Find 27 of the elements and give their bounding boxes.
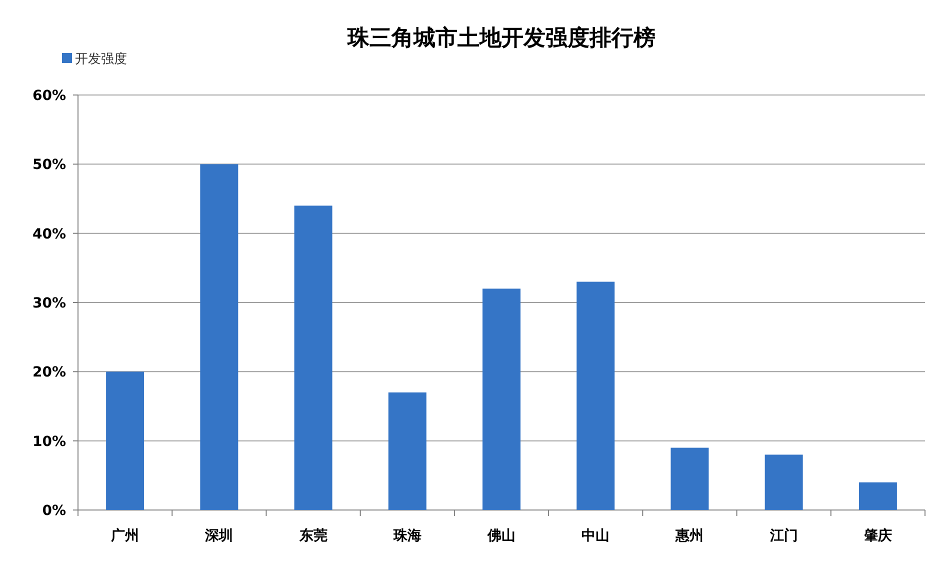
y-tick-label: 10% [32,434,66,450]
bar [576,282,615,510]
bar [764,454,803,510]
y-tick-label: 40% [32,226,66,242]
bar [482,288,520,510]
bar [670,448,709,510]
y-tick-label: 20% [32,364,66,381]
legend-label: 开发强度 [75,51,127,67]
bar [106,372,144,510]
bar [200,164,238,510]
bar [388,392,426,510]
bar [294,206,332,510]
y-tick-label: 50% [32,157,66,174]
x-tick-label: 广州 [110,527,140,544]
x-tick-label: 中山 [582,528,610,544]
x-tick-label: 珠海 [392,528,422,544]
y-tick-label: 30% [32,296,66,312]
bar [858,482,897,510]
x-tick-label: 江门 [768,527,798,544]
chart-title: 珠三角城市土地开发强度排行榜 [346,25,656,51]
x-tick-label: 深圳 [204,528,234,544]
x-tick-label: 佛山 [486,528,516,544]
y-tick-label: 0% [42,503,66,519]
y-tick-label: 60% [32,88,66,104]
x-tick-label: 肇庆 [862,527,892,544]
x-tick-label: 东莞 [298,527,328,544]
x-tick-label: 惠州 [674,528,704,544]
